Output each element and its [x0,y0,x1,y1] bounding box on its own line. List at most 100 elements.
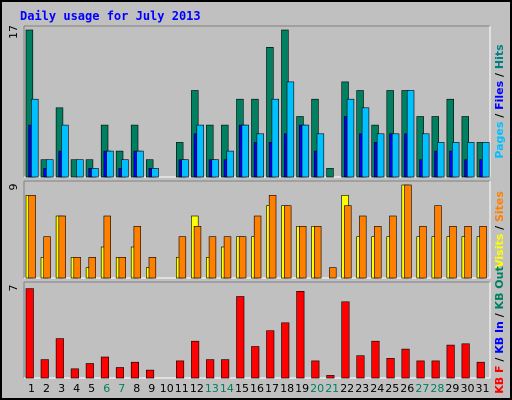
bar-kb-f-day-19 [296,290,305,379]
bar-sites-day-6 [103,215,112,279]
bar-pages-day-27 [421,133,430,178]
bar-sites-day-26 [404,184,412,279]
bar-kb-f-day-9 [146,369,155,379]
bar-sites-day-4 [73,256,81,279]
bar-sites-day-29 [449,226,457,279]
x-tick-label: 1 [28,382,35,395]
x-tick-label: 23 [355,382,369,395]
bar-kb-f-day-31 [476,361,485,379]
bar-pages-day-28 [436,142,445,178]
series-legend-label: Pages / Files / Hits [493,44,506,159]
legend-label-part: Files [493,80,506,110]
series-legend-label: KB F / KB In / KB Out [493,266,506,394]
bar-kb-f-day-6 [100,356,109,379]
bar-sites-day-19 [298,226,307,279]
x-tick-label: 28 [430,382,444,395]
legend-label-part: / [493,110,506,122]
x-tick-label: 27 [415,382,429,395]
bar-pages-day-12 [196,124,204,178]
legend-label-part: KB F [493,365,506,393]
bar-sites-day-13 [208,236,217,279]
x-tick-label: 19 [295,382,309,395]
bar-sites-day-7 [118,256,127,279]
bar-sites-day-14 [223,236,232,279]
bar-pages-day-23 [361,107,370,178]
legend-label-part: Hits [493,44,506,69]
bar-kb-f-day-22 [341,301,350,379]
bar-pages-day-2 [46,159,54,178]
x-tick-label: 7 [118,382,125,395]
bar-pages-day-15 [241,124,249,178]
bar-pages-day-5 [91,168,99,178]
legend-label-part: / [493,309,506,321]
bar-pages-day-8 [136,150,144,178]
bar-pages-day-29 [451,142,460,178]
x-tick-label: 26 [400,382,414,395]
bar-kb-f-day-7 [115,367,124,379]
bar-kb-f-day-13 [206,359,215,379]
x-tick-label: 6 [103,382,110,395]
x-tick-label: 30 [461,382,475,395]
y-max-label: 9 [7,184,20,191]
legend-label-part: Pages [493,121,506,159]
bar-pages-day-11 [181,159,189,178]
bar-kb-f-day-16 [251,346,260,379]
bar-sites-day-17 [268,195,277,279]
bar-pages-day-9 [151,168,159,178]
legend-label-part: Sites [493,191,506,222]
bar-sites-day-28 [434,205,442,279]
bar-sites-day-25 [389,215,397,279]
x-tick-label: 9 [148,382,155,395]
bar-kb-f-day-17 [266,330,275,379]
bar-pages-day-26 [406,90,415,178]
x-tick-label: 21 [325,382,339,395]
bar-kb-f-day-23 [356,355,365,379]
bar-sites-day-9 [148,256,157,279]
bar-pages-day-1 [31,98,39,178]
bar-pages-day-19 [301,124,310,178]
x-tick-label: 24 [370,382,384,395]
x-tick-label: 18 [280,382,294,395]
x-tick-label: 20 [310,382,324,395]
x-tick-label: 8 [133,382,140,395]
bar-kb-f-day-20 [311,360,320,379]
bar-kb-f-day-14 [221,359,230,379]
legend-label-part: Visits [493,233,506,268]
bar-kb-f-day-30 [461,343,470,379]
bar-kb-f-day-11 [176,360,185,379]
bar-kb-f-day-29 [446,344,455,379]
bar-sites-day-11 [178,236,187,279]
x-tick-label: 15 [235,382,249,395]
bar-pages-day-3 [61,124,69,178]
x-tick-label: 29 [445,382,459,395]
x-tick-label: 2 [43,382,50,395]
bar-sites-day-12 [193,226,202,279]
x-tick-label: 11 [175,382,189,395]
x-tick-label: 22 [340,382,354,395]
x-tick-label: 13 [205,382,219,395]
legend-label-part: KB In [493,321,506,354]
x-tick-label: 31 [476,382,490,395]
bar-sites-day-23 [359,215,367,279]
bar-pages-day-18 [286,81,295,178]
bar-sites-day-2 [43,236,51,279]
x-tick-label: 17 [265,382,279,395]
bar-pages-day-7 [121,159,129,178]
bar-pages-day-6 [106,150,114,178]
bar-sites-day-1 [28,195,36,279]
bar-kb-f-day-26 [401,348,410,379]
bar-kb-f-day-5 [85,363,94,379]
x-tick-label: 3 [58,382,65,395]
bar-hits-day-21 [326,168,334,178]
bar-kb-f-day-18 [281,322,290,379]
bar-kb-f-day-21 [326,375,335,379]
legend-label-part: KB Out [493,266,506,309]
series-legend-label: Visits / Sites [493,191,506,268]
bar-kb-f-day-4 [70,368,79,379]
bar-pages-day-20 [316,133,325,178]
bar-pages-day-17 [271,98,279,178]
bar-pages-day-22 [346,98,355,178]
bar-kb-f-day-27 [416,360,425,379]
bar-sites-day-18 [283,205,292,279]
